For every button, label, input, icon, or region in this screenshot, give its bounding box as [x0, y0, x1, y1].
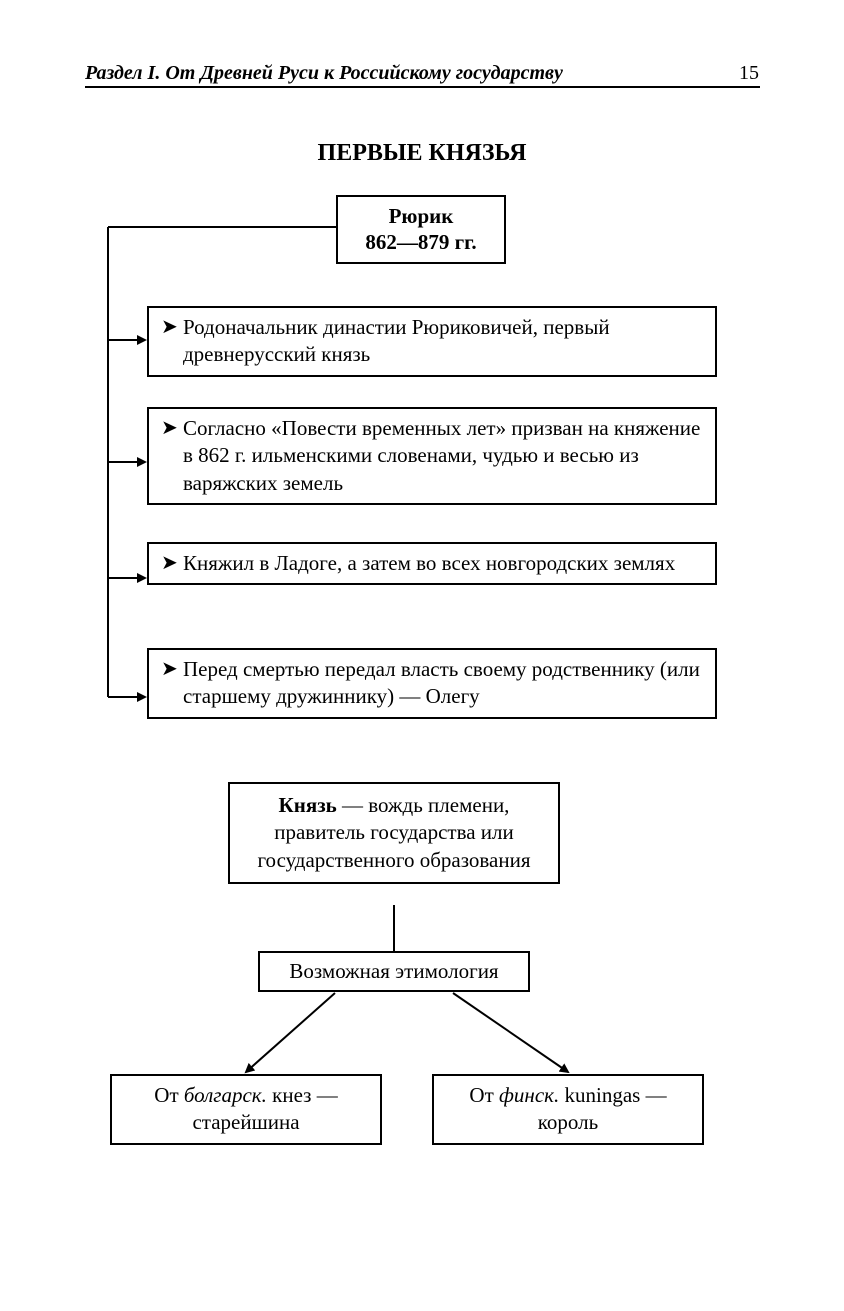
- fact-box: ➤ Родоначальник династии Рюриковичей, пе…: [147, 306, 717, 377]
- page-title: ПЕРВЫЕ КНЯЗЬЯ: [0, 140, 844, 167]
- etym-meaning: старейшина: [192, 1110, 299, 1134]
- fact-box: ➤ Перед смертью передал власть своему ро…: [147, 648, 717, 719]
- definition-box: Князь — вождь племени, правитель государ…: [228, 782, 560, 884]
- etym-word: kuningas —: [559, 1083, 666, 1107]
- header-rule: [85, 86, 760, 88]
- etymology-leaf: От болгарск. кнез — старейшина: [110, 1074, 382, 1145]
- root-node: Рюрик 862—879 гг.: [336, 195, 506, 264]
- root-years: 862—879 гг.: [342, 229, 500, 255]
- etymology-leaf: От финск. kuningas — король: [432, 1074, 704, 1145]
- fact-box: ➤ Княжил в Ладоге, а затем во всех новго…: [147, 542, 717, 585]
- etym-lang: болгарск.: [184, 1083, 267, 1107]
- fact-text: Родоначальник династии Рюриковичей, перв…: [183, 314, 705, 369]
- bullet-icon: ➤: [161, 656, 183, 711]
- bullet-icon: ➤: [161, 550, 183, 577]
- etym-lang: финск.: [499, 1083, 559, 1107]
- running-header: Раздел I. От Древней Руси к Российскому …: [85, 62, 563, 85]
- etymology-label-box: Возможная этимология: [258, 951, 530, 992]
- page: Раздел I. От Древней Руси к Российскому …: [0, 0, 844, 1311]
- fact-box: ➤ Согласно «Повести временных лет» призв…: [147, 407, 717, 505]
- etym-word: кнез —: [267, 1083, 338, 1107]
- etymology-label: Возможная этимология: [289, 959, 498, 983]
- etym-meaning: король: [538, 1110, 598, 1134]
- root-name: Рюрик: [342, 203, 500, 229]
- fact-text: Согласно «Повести временных лет» призван…: [183, 415, 705, 497]
- bullet-icon: ➤: [161, 314, 183, 369]
- definition-term: Князь: [279, 793, 337, 817]
- page-number: 15: [739, 62, 759, 85]
- fact-text: Перед смертью передал власть своему родс…: [183, 656, 705, 711]
- fact-text: Княжил в Ладоге, а затем во всех новгоро…: [183, 550, 705, 577]
- bullet-icon: ➤: [161, 415, 183, 497]
